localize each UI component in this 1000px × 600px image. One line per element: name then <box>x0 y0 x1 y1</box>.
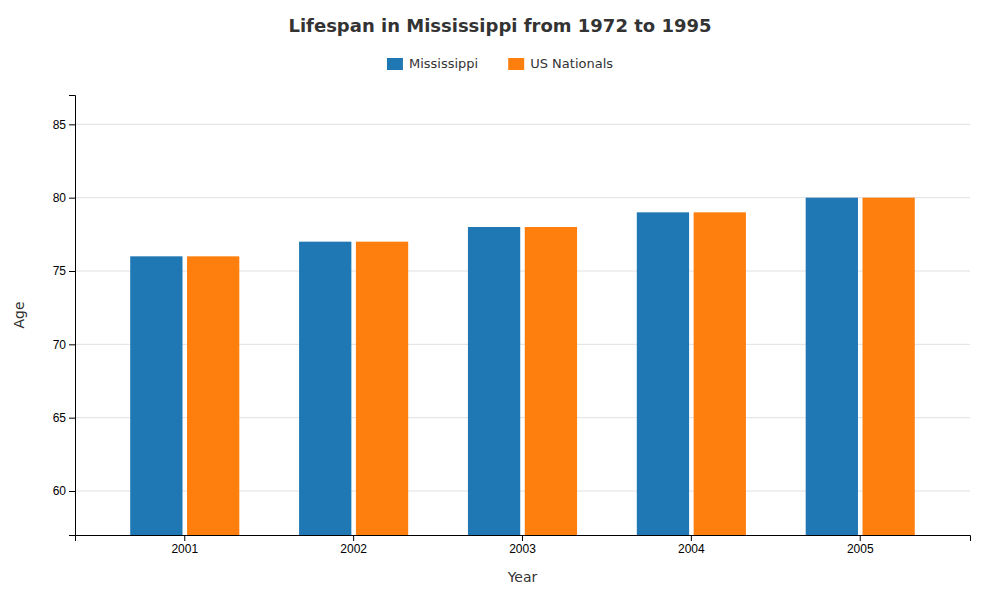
x-tick: 2001 <box>171 535 198 556</box>
y-tick-mark <box>69 491 75 492</box>
y-axis-title: Age <box>11 301 27 328</box>
y-tick: 65 <box>53 411 75 425</box>
legend-swatch <box>508 58 524 70</box>
x-tick-mark <box>860 535 861 541</box>
bar-series <box>130 198 858 535</box>
x-tick-mark <box>691 535 692 541</box>
x-axis-line <box>76 536 971 542</box>
bar <box>694 212 746 535</box>
y-tick-label: 70 <box>53 338 67 352</box>
y-tick-mark <box>69 124 75 125</box>
y-tick-mark <box>69 198 75 199</box>
x-tick-label: 2005 <box>847 542 874 556</box>
y-tick-label: 65 <box>53 411 67 425</box>
y-axis: 60 65 70 75 80 85 <box>53 96 76 536</box>
y-tick-label: 60 <box>53 484 67 498</box>
y-tick: 70 <box>53 338 75 352</box>
x-tick: 2005 <box>847 535 874 556</box>
x-tick-mark <box>522 535 523 541</box>
legend-item: US Nationals <box>508 56 613 71</box>
x-tick-mark <box>184 535 185 541</box>
y-tick-mark <box>69 418 75 419</box>
legend-label: US Nationals <box>530 56 613 71</box>
chart-container: Lifespan in Mississippi from 1972 to 199… <box>0 0 1000 600</box>
x-tick: 2004 <box>678 535 705 556</box>
bar <box>299 242 351 535</box>
x-tick: 2003 <box>509 535 536 556</box>
x-axis-title: Year <box>507 569 538 585</box>
y-tick-label: 80 <box>53 191 67 205</box>
bar <box>863 198 915 535</box>
bar <box>130 256 182 535</box>
y-tick-mark <box>69 271 75 272</box>
grid-line <box>75 124 970 125</box>
x-tick-label: 2004 <box>678 542 705 556</box>
legend: Mississippi US Nationals <box>387 56 613 71</box>
y-tick: 85 <box>53 118 75 132</box>
bar <box>806 198 858 535</box>
bar <box>187 256 239 535</box>
x-tick-label: 2003 <box>509 542 536 556</box>
chart-title: Lifespan in Mississippi from 1972 to 199… <box>288 15 711 36</box>
y-tick: 80 <box>53 191 75 205</box>
bar <box>525 227 577 535</box>
plot-area: 2001 2002 2003 2004 2005 60 65 70 75 80 85 <box>53 96 971 556</box>
bar <box>468 227 520 535</box>
y-tick-label: 85 <box>53 118 67 132</box>
y-tick-mark <box>69 344 75 345</box>
x-tick-mark <box>353 535 354 541</box>
bar <box>637 212 689 535</box>
legend-label: Mississippi <box>409 56 478 71</box>
x-axis: 2001 2002 2003 2004 2005 <box>76 535 971 556</box>
y-axis-line <box>69 96 76 536</box>
y-tick: 75 <box>53 264 75 278</box>
x-tick: 2002 <box>340 535 367 556</box>
legend-item: Mississippi <box>387 56 478 71</box>
y-tick: 60 <box>53 484 75 498</box>
bar <box>356 242 408 535</box>
y-tick-label: 75 <box>53 264 67 278</box>
x-tick-label: 2001 <box>171 542 198 556</box>
x-tick-label: 2002 <box>340 542 367 556</box>
chart-svg: Lifespan in Mississippi from 1972 to 199… <box>0 0 1000 600</box>
bars <box>130 198 915 535</box>
legend-swatch <box>387 58 403 70</box>
bar-series <box>187 198 915 535</box>
